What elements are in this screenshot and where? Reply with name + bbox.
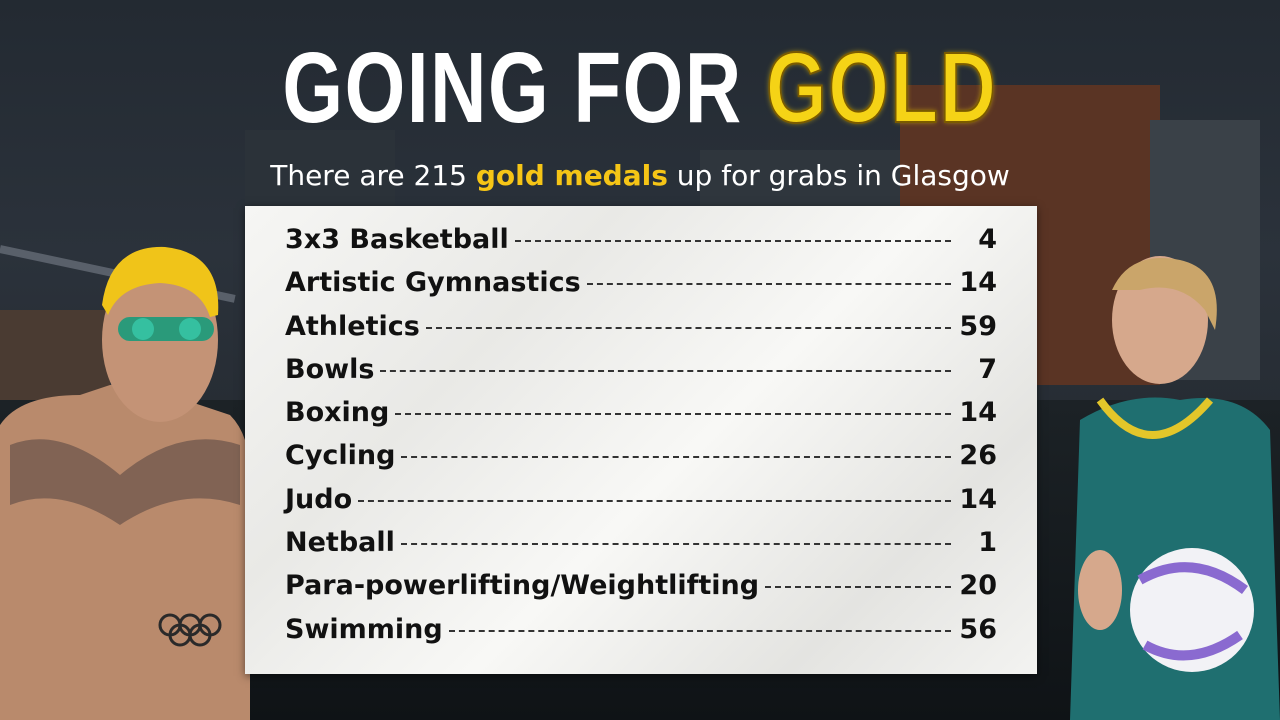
- background-building: [700, 150, 910, 210]
- dot-leader: [380, 369, 951, 372]
- list-item: Artistic Gymnastics 14: [285, 267, 997, 310]
- dot-leader: [358, 499, 951, 502]
- subtitle-highlight: gold medals: [475, 159, 668, 192]
- list-item: Judo 14: [285, 484, 997, 527]
- sport-name: Para-powerlifting/Weightlifting: [285, 570, 760, 602]
- netball-player-photo: [1070, 256, 1280, 720]
- sport-name: Netball: [285, 527, 395, 559]
- medal-count: 14: [959, 397, 997, 429]
- medal-count: 20: [959, 570, 997, 602]
- sport-name: Artistic Gymnastics: [285, 267, 581, 299]
- list-item: Netball 1: [285, 527, 997, 570]
- list-item: Boxing 14: [285, 397, 997, 440]
- list-item: Swimming 56: [285, 614, 997, 657]
- dot-leader: [395, 413, 951, 416]
- background-building: [0, 310, 110, 400]
- sport-name: Swimming: [285, 613, 443, 645]
- list-item: Para-powerlifting/Weightlifting 20: [285, 570, 997, 613]
- medal-count: 7: [978, 353, 997, 385]
- dot-leader: [448, 629, 951, 632]
- sport-name: Cycling: [285, 440, 396, 472]
- dot-leader: [765, 586, 951, 589]
- dot-leader: [425, 326, 951, 329]
- dot-leader: [586, 283, 951, 286]
- medal-count: 4: [978, 224, 997, 255]
- medal-count: 14: [959, 483, 997, 515]
- medal-list-panel: 3x3 Basketball 4 Artistic Gymnastics 14 …: [245, 206, 1037, 674]
- list-item: 3x3 Basketball 4: [285, 224, 997, 267]
- dot-leader: [401, 456, 951, 459]
- subtitle-text-before: There are 215: [270, 159, 476, 192]
- medal-count: 56: [959, 613, 997, 645]
- swimmer-photo: [0, 246, 250, 720]
- page-subtitle: There are 215 gold medals up for grabs i…: [0, 158, 1280, 194]
- sport-name: Bowls: [285, 353, 375, 385]
- dot-leader: [400, 543, 951, 546]
- list-item: Cycling 26: [285, 440, 997, 483]
- sport-name: Boxing: [285, 397, 390, 429]
- medal-list: 3x3 Basketball 4 Artistic Gymnastics 14 …: [285, 224, 997, 657]
- sport-name: 3x3 Basketball: [285, 224, 509, 255]
- title-part-gold: GOLD: [765, 31, 998, 145]
- subtitle-text-after: up for grabs in Glasgow: [667, 159, 1010, 192]
- medal-count: 1: [978, 527, 997, 559]
- medal-count: 59: [959, 310, 997, 342]
- sport-name: Athletics: [285, 310, 420, 342]
- page-title: GOING FOR GOLD: [141, 28, 1139, 148]
- list-item: Bowls 7: [285, 354, 997, 397]
- medal-count: 26: [959, 440, 997, 472]
- title-part-white: GOING FOR: [282, 32, 767, 144]
- sport-name: Judo: [285, 483, 353, 515]
- list-item: Athletics 59: [285, 311, 997, 354]
- medal-count: 14: [959, 267, 997, 299]
- dot-leader: [514, 240, 951, 242]
